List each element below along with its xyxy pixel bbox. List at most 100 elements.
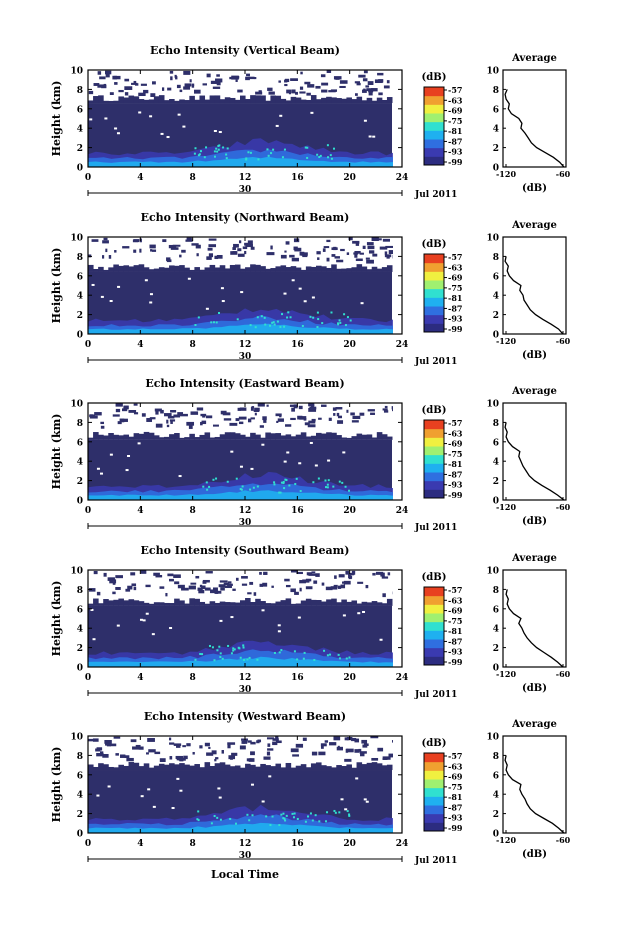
colorbar-segment (424, 761, 444, 771)
echo-highlight (194, 323, 197, 326)
echo-highlight (194, 147, 197, 150)
echo-edge (255, 434, 261, 440)
echo-highlight (213, 815, 216, 818)
date-day-label: 30 (239, 685, 252, 695)
profile-x-tick-label: -120 (496, 336, 516, 346)
y-axis-label: Height (km) (50, 747, 63, 823)
echo-speckle (224, 585, 232, 589)
x-tick-label: 4 (137, 839, 143, 849)
echo-highlight (210, 321, 213, 324)
echo-speckle (95, 748, 101, 752)
echo-highlight (309, 315, 312, 318)
echo-speckle (336, 412, 340, 417)
echo-speckle (212, 587, 218, 592)
echo-speckle (299, 587, 302, 592)
echo-highlight (235, 477, 238, 480)
colorbar-tick-label: -99 (448, 823, 463, 833)
echo-highlight (317, 477, 320, 480)
echo-highlight (326, 486, 329, 489)
no-data-strip (393, 237, 402, 334)
no-data-strip (393, 736, 402, 833)
echo-edge (133, 433, 140, 440)
echo-speckle (208, 244, 217, 248)
echo-speckle (115, 753, 119, 756)
echo-speckle (296, 571, 303, 575)
echo-speckle (235, 418, 240, 422)
echo-speckle (188, 425, 193, 429)
echo-gap (261, 443, 265, 446)
x-tick-label: 4 (137, 506, 143, 516)
colorbar-tick-label: -87 (448, 802, 462, 812)
echo-edge (255, 598, 261, 606)
echo-edge (158, 602, 165, 606)
echo-edge (265, 100, 271, 104)
echo-gap (342, 451, 346, 454)
echo-gap (176, 777, 180, 780)
echo-speckle (304, 81, 311, 85)
echo-highlight (303, 651, 306, 654)
echo-speckle (210, 80, 219, 84)
echo-speckle (335, 407, 343, 410)
y-tick-label: 8 (77, 419, 83, 429)
echo-highlight (273, 323, 276, 326)
x-tick-label: 4 (137, 173, 143, 183)
echo-highlight (284, 478, 287, 481)
echo-edge (381, 765, 388, 771)
echo-highlight (232, 647, 235, 650)
echo-speckle (238, 421, 244, 425)
echo-highlight (239, 488, 242, 491)
echo-edge (164, 267, 170, 272)
echo-highlight (247, 151, 250, 154)
colorbar-segment (424, 454, 444, 464)
echo-speckle (385, 245, 394, 248)
echo-gap (268, 775, 272, 778)
echo-speckle (328, 417, 332, 421)
echo-edge (153, 435, 160, 440)
echo-edge (138, 264, 145, 272)
y-tick-label: 2 (77, 311, 83, 321)
echo-highlight (348, 813, 351, 816)
echo-speckle (112, 581, 116, 585)
echo-highlight (307, 815, 310, 818)
echo-speckle (358, 748, 362, 752)
echo-gap (261, 609, 265, 612)
echo-highlight (284, 819, 287, 822)
echo-edge (305, 266, 312, 272)
profile-y-tick-label: 6 (493, 605, 499, 615)
colorbar-tick-label: -99 (448, 324, 463, 334)
echo-highlight (233, 648, 236, 651)
echo-speckle (280, 254, 287, 259)
echo-speckle (106, 742, 111, 747)
echo-speckle (368, 92, 373, 96)
echo-edge (305, 436, 312, 440)
echo-edge (179, 437, 185, 440)
echo-speckle (118, 89, 124, 93)
echo-speckle (263, 756, 271, 760)
echo-highlight (213, 659, 216, 662)
echo-highlight (295, 477, 298, 480)
echo-speckle (370, 412, 375, 415)
echo-highlight (327, 156, 330, 159)
echo-highlight (197, 810, 200, 813)
echo-speckle (109, 743, 117, 747)
boundary-layer-band (88, 822, 402, 833)
echo-edge (245, 99, 251, 104)
echo-speckle (112, 75, 117, 80)
echo-highlight (283, 817, 286, 820)
echo-speckle (377, 747, 384, 752)
echo-speckle (337, 420, 344, 424)
echo-highlight (213, 155, 216, 158)
echo-edge (381, 99, 388, 104)
echo-speckle (227, 581, 232, 584)
profile-y-tick-label: 10 (486, 733, 499, 743)
echo-edge (189, 95, 195, 104)
echo-edge (331, 598, 337, 606)
echo-gap (360, 302, 364, 305)
echo-edge (174, 764, 180, 771)
echo-edge (316, 99, 322, 104)
echo-speckle (102, 754, 109, 758)
profile-frame (502, 69, 567, 168)
echo-highlight (243, 658, 246, 661)
x-tick-label: 16 (291, 506, 304, 516)
echo-speckle (290, 78, 298, 81)
